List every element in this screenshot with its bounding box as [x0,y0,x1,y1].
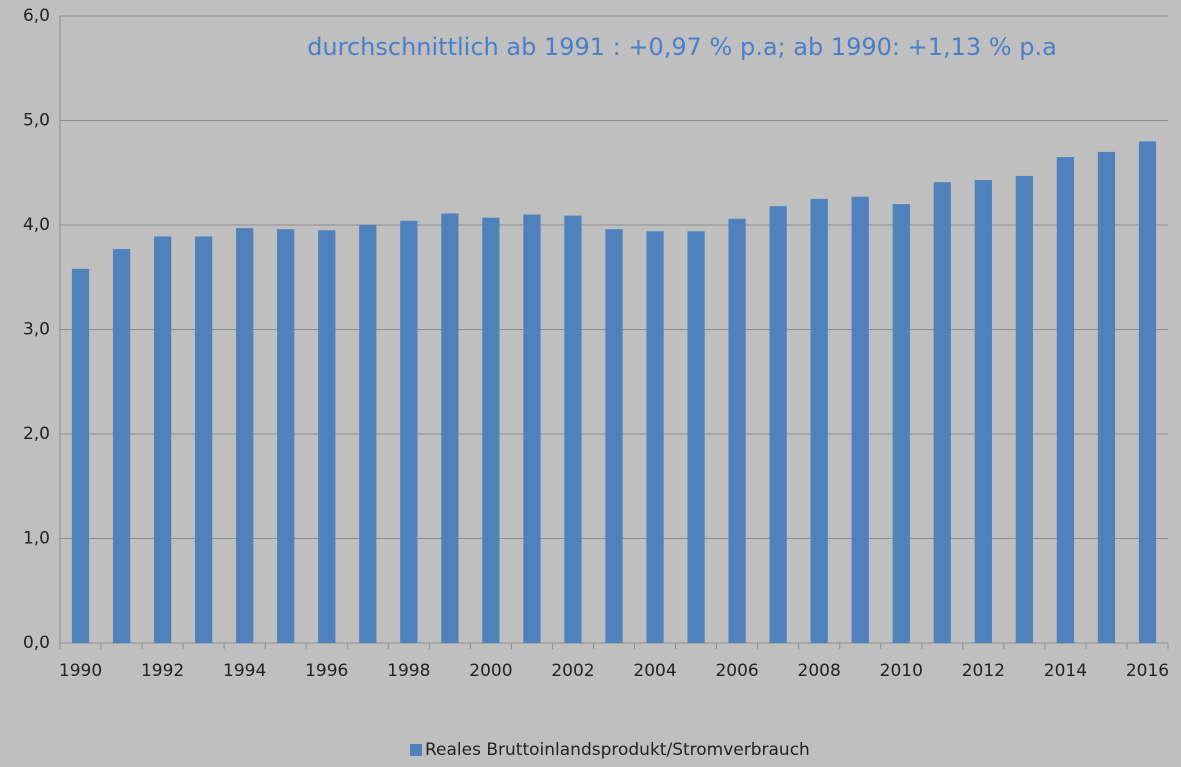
y-tick-label: 2,0 [23,424,50,444]
bar [974,180,992,643]
bar [441,213,459,643]
x-tick-label: 2006 [715,661,758,681]
bar [71,268,90,643]
bar [892,204,910,643]
bar [646,231,664,643]
bar [1097,151,1116,643]
bar [236,228,254,643]
x-tick-label: 2010 [880,661,923,681]
bar [1138,141,1157,643]
y-tick-label: 6,0 [23,6,50,26]
bar [728,218,746,644]
x-tick-label: 2004 [633,661,676,681]
bar [277,229,295,643]
x-tick-label: 2016 [1126,661,1169,681]
bar [112,249,131,643]
y-tick-label: 1,0 [23,529,50,549]
y-tick-label: 5,0 [23,111,50,131]
bar [1056,157,1075,643]
bar [400,220,418,643]
bar [195,236,213,643]
x-tick-label: 1990 [59,661,102,681]
bar [810,198,828,643]
bar [769,206,787,643]
bar [605,229,623,643]
x-tick-label: 2014 [1044,661,1087,681]
bar [933,182,951,643]
x-tick-label: 2012 [962,661,1005,681]
bar [687,231,705,643]
x-tick-label: 1994 [223,661,266,681]
annotation: durchschnittlich ab 1991 : +0,97 % p.a; … [307,33,1057,61]
x-tick-label: 1992 [141,661,184,681]
x-tick-label: 1996 [305,661,348,681]
bar [564,215,582,643]
x-tick-label: 2002 [551,661,594,681]
bar [523,214,541,644]
bar [359,225,377,643]
legend-swatch [410,744,422,756]
x-tick-label: 2008 [798,661,841,681]
bar [153,236,172,643]
y-tick-label: 3,0 [23,320,50,340]
bar [1015,175,1033,643]
x-tick-label: 2000 [469,661,512,681]
y-tick-label: 0,0 [23,633,50,653]
bar [482,217,500,643]
bar [851,196,869,643]
bar [318,230,336,643]
y-tick-label: 4,0 [23,215,50,235]
x-tick-label: 1998 [387,661,430,681]
legend-label: Reales Bruttoinlandsprodukt/Stromverbrau… [425,740,810,760]
